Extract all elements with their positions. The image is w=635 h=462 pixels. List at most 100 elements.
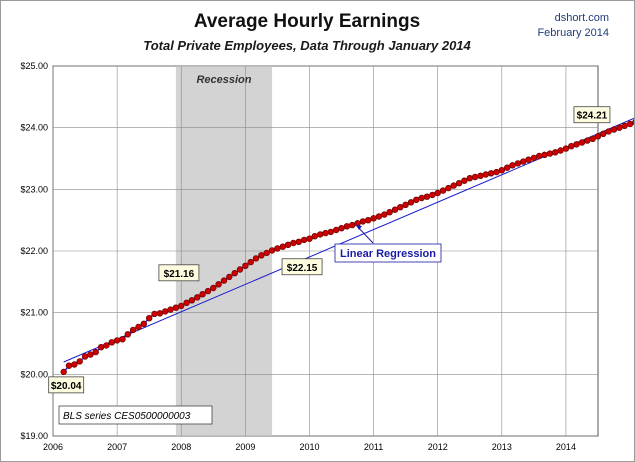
data-point <box>306 235 313 242</box>
data-point <box>471 173 479 181</box>
data-point <box>81 353 89 360</box>
y-tick-label: $23.00 <box>20 184 48 194</box>
data-point <box>113 337 121 344</box>
data-point <box>482 171 489 178</box>
callout-label: $22.15 <box>281 258 323 276</box>
data-point <box>535 152 543 160</box>
data-point <box>466 175 473 182</box>
data-point <box>343 223 351 230</box>
data-point <box>600 130 607 138</box>
callout-label-text: $21.16 <box>164 269 195 280</box>
data-point <box>242 262 249 269</box>
data-point <box>156 310 164 317</box>
callout-label-text: $20.04 <box>51 381 82 392</box>
data-point <box>252 255 260 262</box>
grid-layer <box>52 65 598 437</box>
data-point <box>162 308 169 315</box>
regression-label-text: Linear Regression <box>340 248 436 260</box>
data-point <box>439 187 447 194</box>
data-point <box>322 229 329 237</box>
data-point <box>407 199 415 206</box>
data-point <box>632 119 634 125</box>
data-point <box>204 287 212 295</box>
data-point <box>183 299 190 306</box>
data-point <box>327 228 334 236</box>
data-point <box>391 206 399 213</box>
data-point <box>338 225 345 232</box>
x-tick-label: 2009 <box>235 442 255 452</box>
data-point <box>375 213 383 220</box>
data-point <box>359 218 367 225</box>
data-point <box>594 133 602 140</box>
bls-series-label: BLS series CES0500000003 <box>58 405 213 425</box>
data-point <box>519 158 527 165</box>
callout-label-box <box>158 264 200 282</box>
callout-label-box <box>48 376 85 394</box>
data-point <box>333 226 340 234</box>
data-point <box>135 323 142 331</box>
x-tick-label: 2007 <box>107 442 127 452</box>
data-point <box>530 154 538 162</box>
data-point <box>220 277 228 284</box>
tick-layer: 2006 2007 2008 2009 2010 2011 2012 2013 2014 $19.… <box>20 61 575 452</box>
data-point <box>589 135 596 143</box>
data-point <box>509 162 516 169</box>
data-point <box>525 156 532 163</box>
data-point <box>557 147 564 154</box>
regression-label-box <box>334 243 442 263</box>
data-point <box>92 348 99 356</box>
data-point <box>413 196 420 204</box>
data-point <box>504 164 511 171</box>
data-point <box>263 249 270 257</box>
data-point <box>381 211 388 218</box>
y-tick-label: $22.00 <box>20 246 48 256</box>
data-point <box>584 137 591 144</box>
y-tick-label: $21.00 <box>20 308 48 318</box>
data-point <box>626 120 634 128</box>
data-point <box>621 122 628 130</box>
data-point <box>231 270 238 277</box>
data-point <box>87 351 94 358</box>
regression-arrow-head <box>356 225 362 230</box>
data-point <box>172 304 180 311</box>
y-tick-label: $19.00 <box>20 431 48 441</box>
data-point <box>397 204 404 211</box>
data-point <box>124 331 132 338</box>
data-point <box>573 141 580 148</box>
x-tick-label: 2011 <box>364 442 383 452</box>
data-point <box>119 336 126 343</box>
data-point <box>311 233 318 240</box>
series-layer <box>60 117 634 376</box>
data-point <box>194 294 201 301</box>
data-point <box>493 168 500 176</box>
callout-label: $24.21 <box>573 106 611 124</box>
data-point <box>295 238 302 246</box>
data-point <box>300 236 308 244</box>
x-tick-label: 2010 <box>299 442 319 452</box>
regression-label: Linear Regression <box>334 243 442 263</box>
y-tick-label: $20.00 <box>20 369 48 379</box>
data-point <box>140 320 148 327</box>
data-point <box>247 258 254 266</box>
bls-series-label-text: BLS series CES0500000003 <box>63 411 191 422</box>
data-point <box>568 143 575 150</box>
y-tick-label: $24.00 <box>20 123 48 133</box>
data-point <box>370 215 377 222</box>
data-point <box>423 193 431 200</box>
data-point <box>514 160 522 167</box>
data-point <box>418 194 425 202</box>
recession-label: Recession <box>196 74 251 86</box>
x-tick-label: 2008 <box>171 442 191 452</box>
date-label: February 2014 <box>537 27 609 39</box>
data-point <box>290 239 297 247</box>
data-point <box>178 302 185 310</box>
data-point <box>129 326 137 334</box>
data-point <box>65 362 73 369</box>
data-point <box>199 291 206 298</box>
bls-series-label-box <box>58 405 213 425</box>
y-tick-label: $25.00 <box>20 61 48 71</box>
data-point <box>274 245 281 252</box>
data-point <box>386 209 393 216</box>
data-point <box>562 145 570 152</box>
